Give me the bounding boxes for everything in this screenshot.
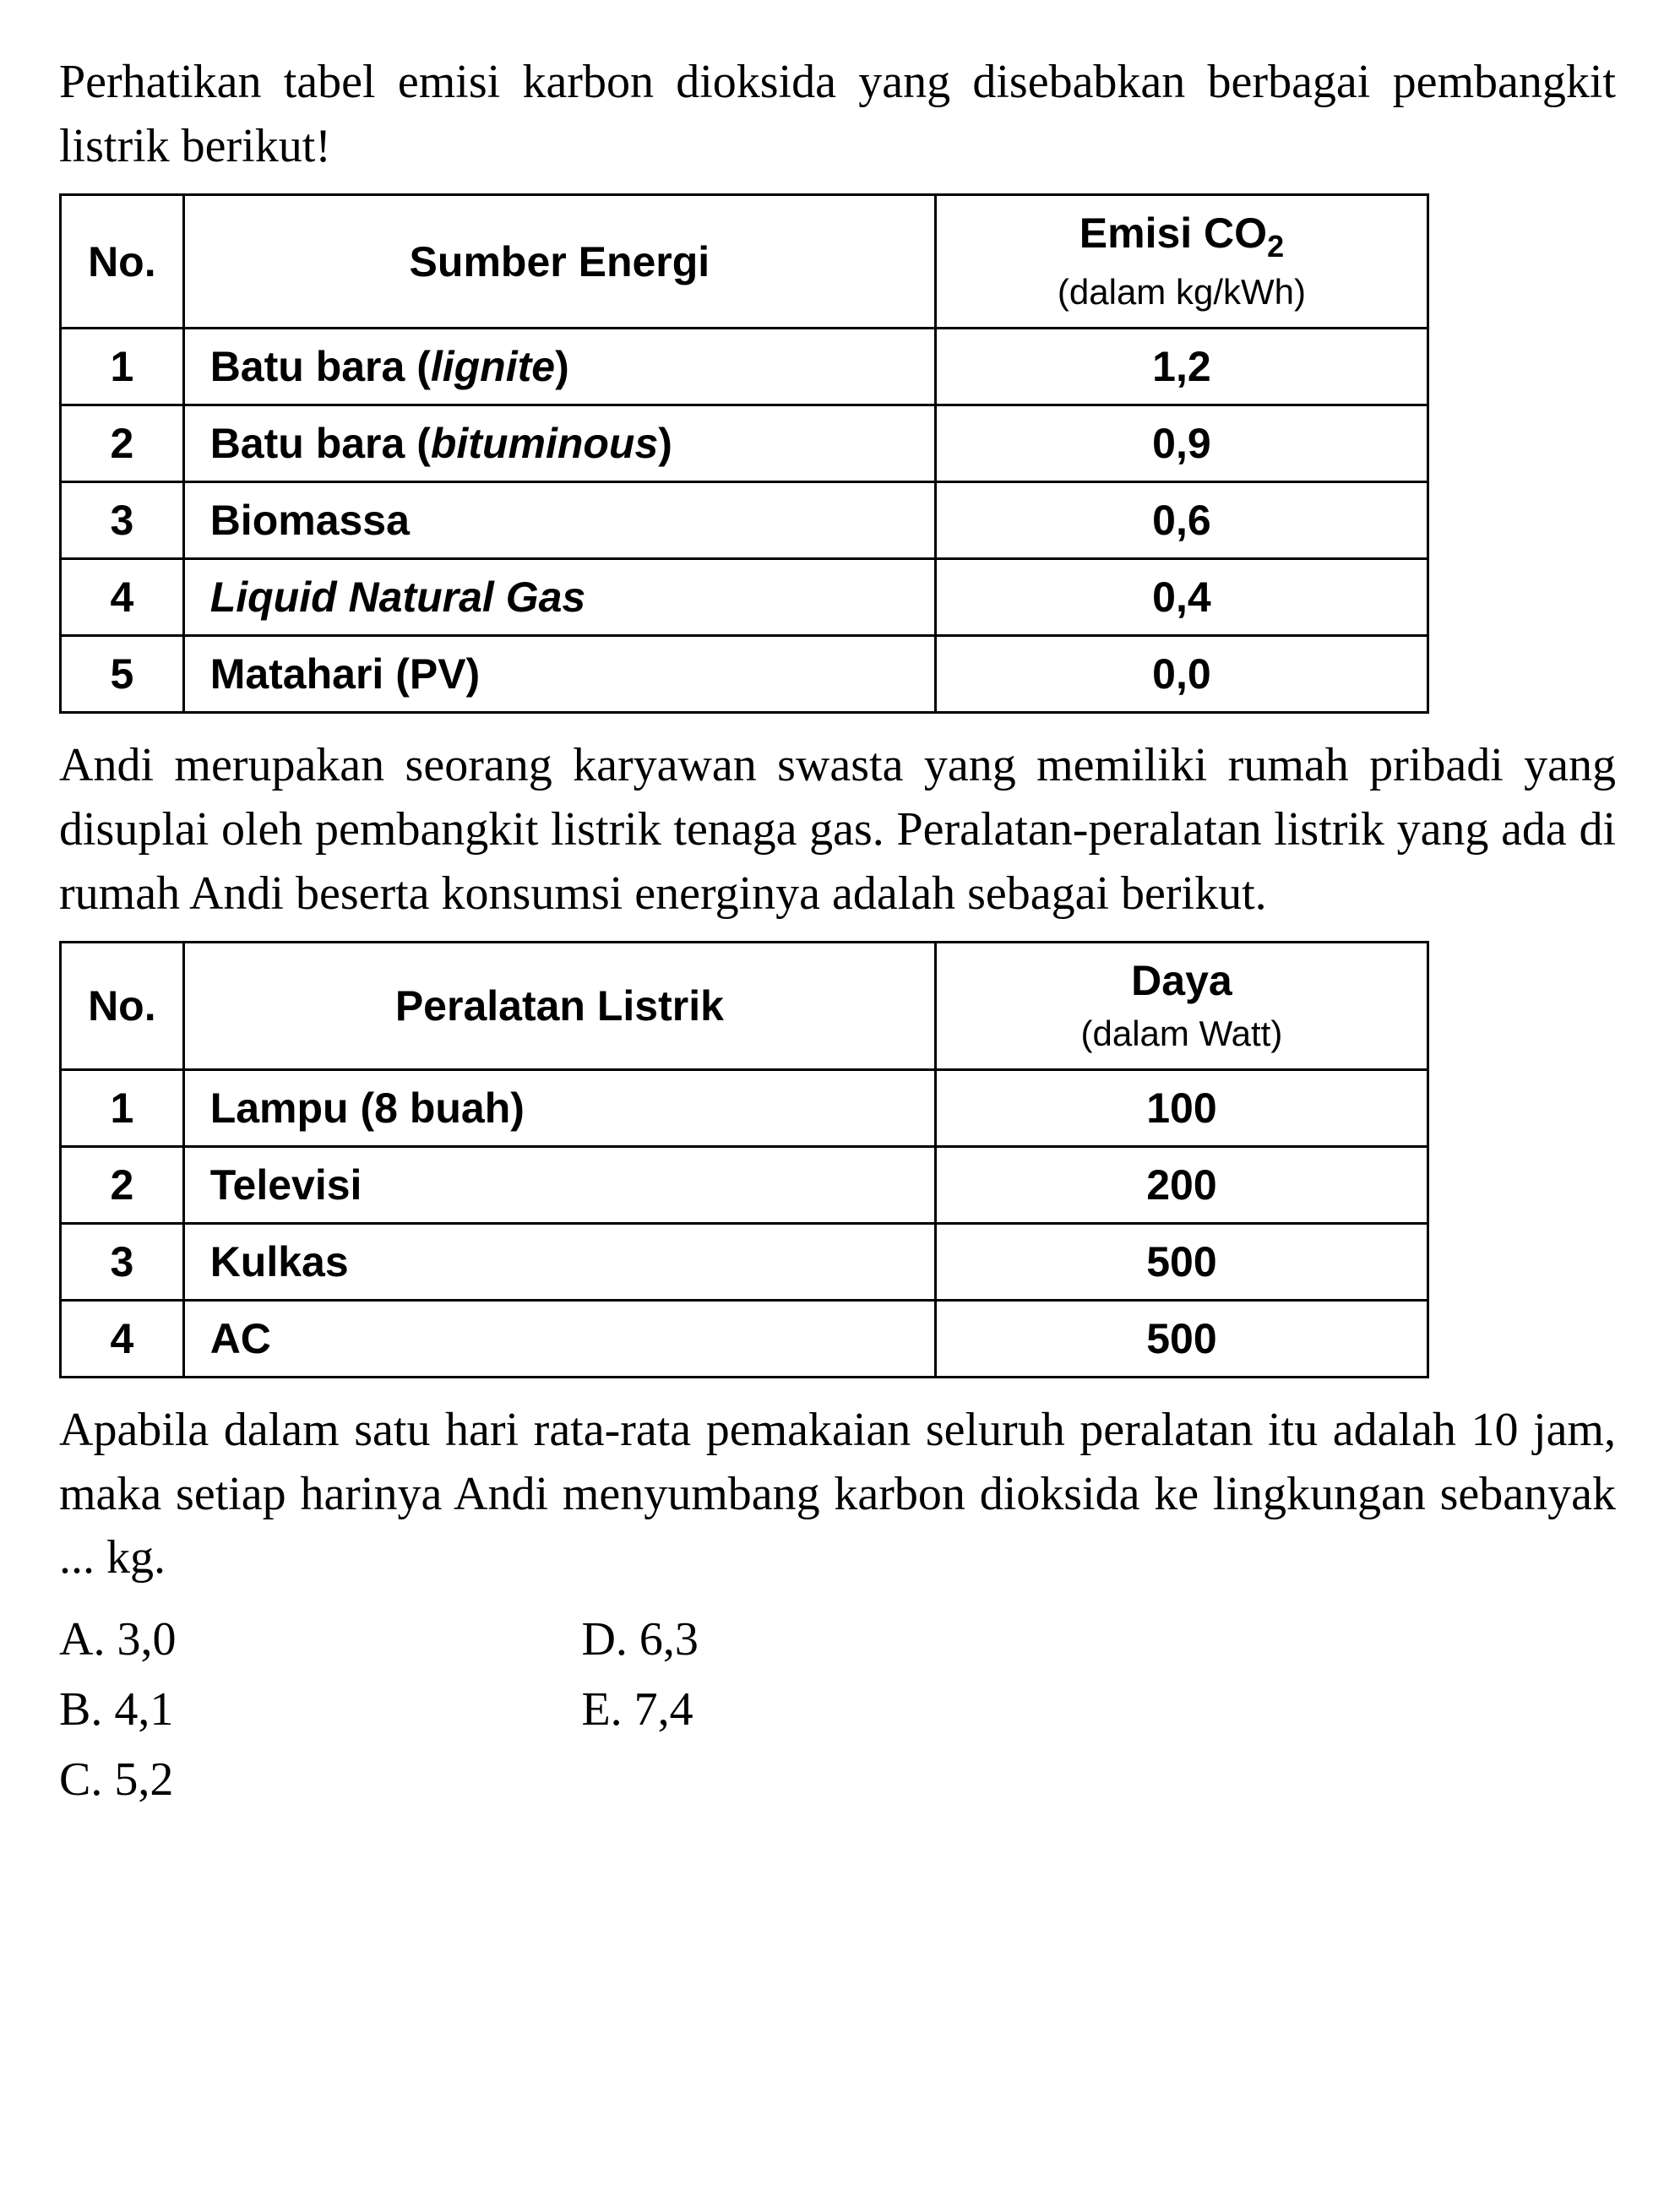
header-emisi: Emisi CO2 (dalam kg/kWh) (936, 195, 1428, 329)
table-row: 3 Kulkas 500 (61, 1224, 1428, 1301)
name-post: ) (658, 420, 672, 467)
table-row: 2 Batu bara (bituminous) 0,9 (61, 405, 1428, 482)
table-header-row: No. Sumber Energi Emisi CO2 (dalam kg/kW… (61, 195, 1428, 329)
header-daya-sub: (dalam Watt) (1081, 1014, 1283, 1053)
cell-name: Lampu (8 buah) (183, 1070, 935, 1147)
cell-name: Biomassa (183, 482, 935, 559)
header-peralatan: Peralatan Listrik (183, 943, 935, 1070)
cell-val: 0,4 (936, 559, 1428, 636)
name-pre: Batu bara ( (210, 420, 431, 467)
option-b: B. 4,1 (59, 1676, 176, 1744)
cell-no: 5 (61, 636, 184, 713)
cell-name: Televisi (183, 1147, 935, 1224)
question-paragraph: Apabila dalam satu hari rata-rata pemaka… (59, 1399, 1616, 1590)
name-pre: Batu bara ( (210, 343, 431, 390)
option-column-left: A. 3,0 B. 4,1 C. 5,2 (59, 1606, 176, 1817)
option-d: D. 6,3 (581, 1606, 698, 1674)
cell-name: Kulkas (183, 1224, 935, 1301)
cell-val: 100 (936, 1070, 1428, 1147)
table-row: 4 AC 500 (61, 1301, 1428, 1378)
cell-val: 500 (936, 1301, 1428, 1378)
cell-val: 500 (936, 1224, 1428, 1301)
name-pre: Biomassa (210, 497, 410, 544)
option-e: E. 7,4 (581, 1676, 698, 1744)
table-row: 1 Batu bara (lignite) 1,2 (61, 329, 1428, 405)
table-row: 5 Matahari (PV) 0,0 (61, 636, 1428, 713)
cell-no: 3 (61, 482, 184, 559)
table-row: 3 Biomassa 0,6 (61, 482, 1428, 559)
cell-no: 1 (61, 329, 184, 405)
header-emisi-sub: (dalam kg/kWh) (1058, 272, 1306, 312)
header-daya: Daya (dalam Watt) (936, 943, 1428, 1070)
table-row: 4 Liquid Natural Gas 0,4 (61, 559, 1428, 636)
header-no: No. (61, 195, 184, 329)
cell-no: 3 (61, 1224, 184, 1301)
cell-val: 0,6 (936, 482, 1428, 559)
option-column-right: D. 6,3 E. 7,4 (581, 1606, 698, 1817)
table-row: 1 Lampu (8 buah) 100 (61, 1070, 1428, 1147)
cell-name: AC (183, 1301, 935, 1378)
name-post: ) (555, 343, 569, 390)
table-row: 2 Televisi 200 (61, 1147, 1428, 1224)
cell-val: 0,9 (936, 405, 1428, 482)
name-pre: Matahari (PV) (210, 650, 481, 698)
appliance-table: No. Peralatan Listrik Daya (dalam Watt) … (59, 941, 1429, 1378)
cell-val: 0,0 (936, 636, 1428, 713)
name-italic: lignite (431, 343, 555, 390)
emission-table: No. Sumber Energi Emisi CO2 (dalam kg/kW… (59, 193, 1429, 714)
intro-paragraph-2: Andi merupakan seorang karyawan swasta y… (59, 734, 1616, 926)
header-no: No. (61, 943, 184, 1070)
table-header-row: No. Peralatan Listrik Daya (dalam Watt) (61, 943, 1428, 1070)
name-italic: bituminous (431, 420, 658, 467)
cell-name: Liquid Natural Gas (183, 559, 935, 636)
cell-name: Batu bara (lignite) (183, 329, 935, 405)
cell-no: 4 (61, 559, 184, 636)
cell-val: 200 (936, 1147, 1428, 1224)
header-daya-main: Daya (1131, 957, 1232, 1004)
intro-paragraph-1: Perhatikan tabel emisi karbon dioksida y… (59, 51, 1616, 178)
cell-name: Batu bara (bituminous) (183, 405, 935, 482)
header-emisi-main: Emisi CO (1080, 209, 1267, 257)
cell-no: 1 (61, 1070, 184, 1147)
cell-no: 2 (61, 405, 184, 482)
cell-name: Matahari (PV) (183, 636, 935, 713)
cell-no: 2 (61, 1147, 184, 1224)
header-emisi-subnum: 2 (1267, 229, 1284, 264)
answer-options: A. 3,0 B. 4,1 C. 5,2 D. 6,3 E. 7,4 (59, 1606, 1616, 1817)
option-a: A. 3,0 (59, 1606, 176, 1674)
header-sumber: Sumber Energi (183, 195, 935, 329)
option-c: C. 5,2 (59, 1746, 176, 1814)
name-italic: Liquid Natural Gas (210, 573, 586, 621)
cell-no: 4 (61, 1301, 184, 1378)
cell-val: 1,2 (936, 329, 1428, 405)
